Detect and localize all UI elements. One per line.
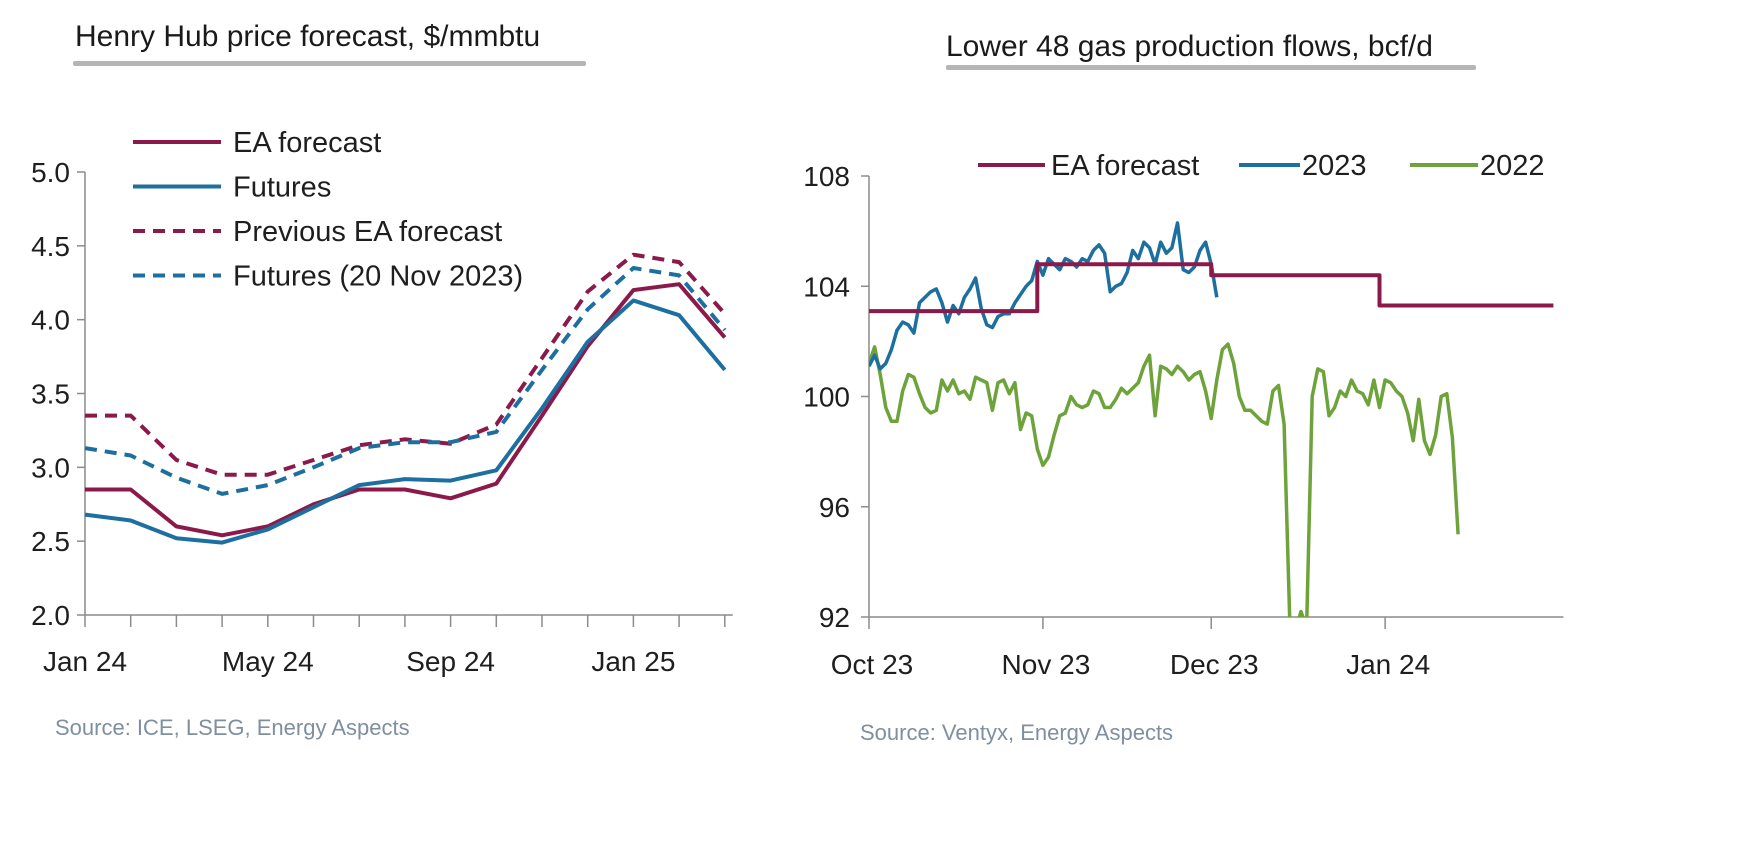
x-tick-label: Nov 23 (1002, 649, 1091, 680)
title-underline (73, 61, 586, 66)
y-tick-label: 104 (803, 271, 850, 302)
production-flows-chart: 92 96 100 104 108 Oct 23 Nov 23 Dec 23 Jan 24 EA … (803, 150, 1564, 680)
y-tick-label: 108 (803, 161, 850, 192)
legend-label: 2022 (1480, 150, 1545, 182)
y-tick-label: 3.5 (31, 379, 70, 410)
y-tick-label: 2.5 (31, 526, 70, 557)
series-line (85, 252, 727, 477)
source-note-henry-hub: Source: ICE, LSEG, Energy Aspects (55, 715, 410, 740)
series-line (869, 221, 1219, 371)
series-line (869, 342, 1460, 617)
series-line (869, 262, 1554, 314)
series-line (85, 282, 727, 538)
y-tick-label: 100 (803, 382, 850, 413)
x-tick-label: Jan 24 (1346, 649, 1430, 680)
legend-label: Futures (20 Nov 2023) (233, 261, 523, 293)
y-tick-label: 5.0 (31, 157, 70, 188)
legend-label: 2023 (1302, 150, 1367, 182)
series-line (84, 298, 727, 545)
chart-title-henry-hub: Henry Hub price forecast, $/mmbtu (75, 20, 541, 53)
x-tick-label: Sep 24 (406, 646, 495, 677)
x-tick-label: Jan 24 (43, 646, 127, 677)
legend-label: EA forecast (1051, 150, 1199, 182)
legend-label: EA forecast (233, 127, 381, 159)
henry-hub-chart: 2.0 2.5 3.0 3.5 4.0 4.5 5.0 Jan 24 May 24 Sep 24 J… (31, 127, 733, 677)
y-tick-label: 4.5 (31, 231, 70, 262)
y-tick-label: 92 (819, 602, 850, 633)
legend-label: Previous EA forecast (233, 216, 502, 248)
y-tick-label: 3.0 (31, 452, 70, 483)
y-tick-label: 4.0 (31, 305, 70, 336)
title-underline (946, 65, 1476, 70)
chart-title-lower48: Lower 48 gas production flows, bcf/d (946, 30, 1433, 63)
legend-label: Futures (233, 172, 331, 204)
series-line (84, 266, 727, 496)
source-note-lower48: Source: Ventyx, Energy Aspects (860, 720, 1174, 745)
y-tick-label: 96 (819, 492, 850, 523)
x-tick-label: May 24 (222, 646, 314, 677)
x-tick-label: Dec 23 (1170, 649, 1259, 680)
x-tick-label: Oct 23 (831, 649, 913, 680)
y-tick-label: 2.0 (31, 600, 70, 631)
x-tick-label: Jan 25 (591, 646, 675, 677)
